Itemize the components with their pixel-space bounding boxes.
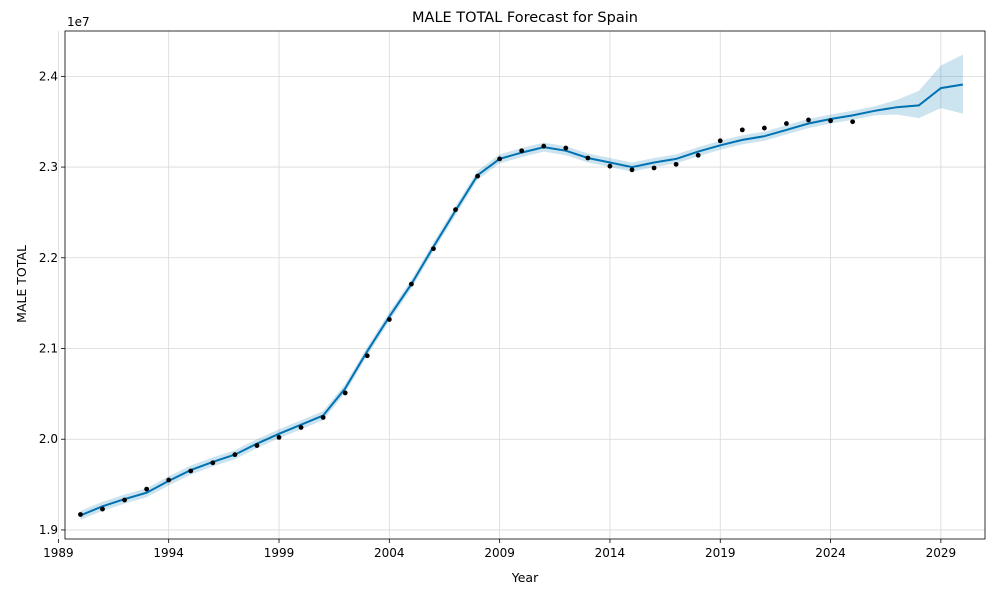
x-tick-label: 2009 xyxy=(484,546,515,560)
y-tick-label: 2.3 xyxy=(39,160,58,174)
observed-point xyxy=(166,477,172,483)
y-axis-label: MALE TOTAL xyxy=(14,245,29,323)
y-tick-label: 2.2 xyxy=(39,251,58,265)
observed-point xyxy=(761,125,767,131)
observed-point xyxy=(673,161,679,167)
observed-point xyxy=(431,246,436,252)
observed-point xyxy=(276,435,282,440)
x-tick-label: 2004 xyxy=(374,546,405,560)
observed-point xyxy=(563,145,569,151)
y-tick-label: 2.1 xyxy=(39,342,58,356)
observed-point xyxy=(541,143,547,149)
observed-point xyxy=(475,173,480,179)
observed-point xyxy=(717,138,723,144)
x-tick-label: 1989 xyxy=(43,546,74,560)
observed-point xyxy=(784,121,789,126)
plot-frame xyxy=(64,30,986,540)
observed-point xyxy=(100,506,105,512)
observed-point xyxy=(364,353,370,359)
observed-point xyxy=(453,207,458,213)
observed-point xyxy=(695,152,701,158)
observed-point xyxy=(232,452,238,458)
observed-point xyxy=(408,281,414,287)
x-tick-label: 2019 xyxy=(705,546,736,560)
observed-points xyxy=(78,117,856,517)
observed-point xyxy=(298,425,304,430)
x-axis-label: Year xyxy=(511,570,539,585)
observed-point xyxy=(386,317,392,322)
x-tick-label: 2029 xyxy=(926,546,957,560)
observed-point xyxy=(828,118,833,124)
observed-point xyxy=(210,460,216,466)
y-tick-label: 2.4 xyxy=(39,69,58,83)
observed-point xyxy=(320,415,326,420)
y-tick-label: 2.0 xyxy=(39,432,58,446)
x-axis-ticks: 1989 1994 1999 2004 2009 2014 2019 2024 2029 xyxy=(43,539,956,560)
chart-title: MALE TOTAL Forecast for Spain xyxy=(412,10,638,26)
observed-point xyxy=(188,468,194,474)
observed-point xyxy=(144,486,150,492)
y-axis-offset-label: 1e7 xyxy=(67,15,90,29)
observed-point xyxy=(850,119,856,125)
observed-point xyxy=(122,497,127,503)
y-tick-label: 1.9 xyxy=(39,523,58,537)
x-tick-label: 1999 xyxy=(264,546,295,560)
observed-point xyxy=(254,443,260,448)
observed-point xyxy=(519,148,525,154)
observed-point xyxy=(629,167,635,173)
observed-point xyxy=(78,512,83,517)
x-tick-label: 2014 xyxy=(595,546,626,560)
observed-point xyxy=(739,127,745,133)
observed-point xyxy=(806,117,811,123)
observed-point xyxy=(342,390,348,396)
x-tick-label: 1994 xyxy=(153,546,184,560)
x-tick-label: 2024 xyxy=(815,546,846,560)
observed-point xyxy=(585,155,591,161)
observed-point xyxy=(607,163,613,169)
grid xyxy=(57,31,985,539)
y-axis-ticks: 1.9 2.0 2.1 2.2 2.3 2.4 xyxy=(39,69,65,537)
observed-point xyxy=(497,156,503,162)
observed-point xyxy=(651,165,657,171)
